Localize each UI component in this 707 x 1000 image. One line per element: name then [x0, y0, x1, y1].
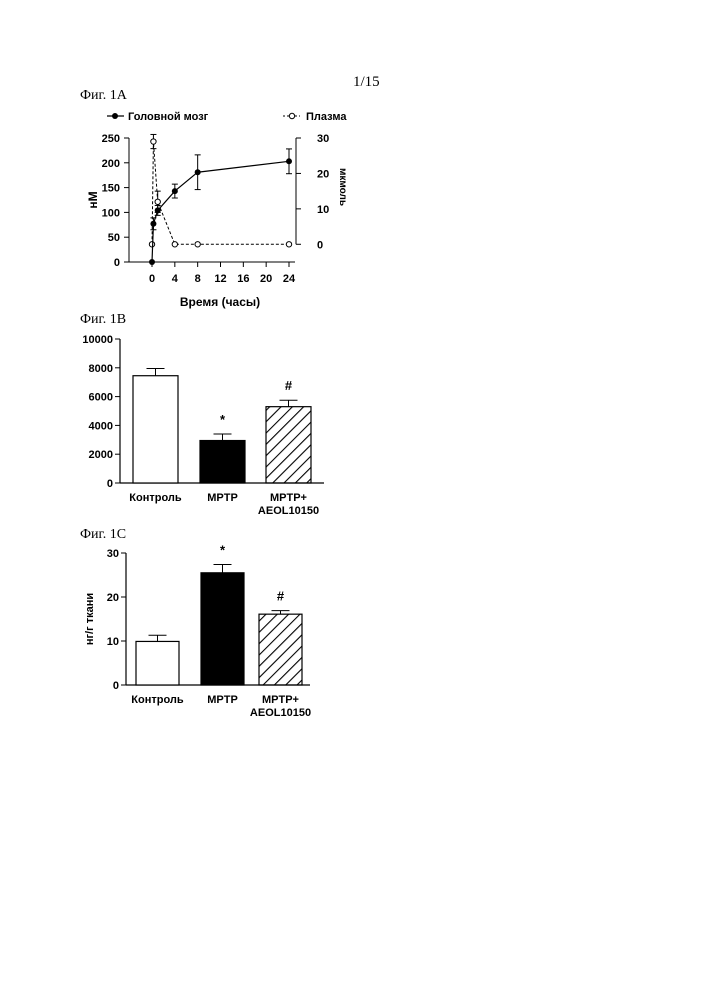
- right-y-tick-label: 30: [317, 133, 329, 145]
- x-tick-label: 20: [260, 273, 272, 285]
- figure-1a-line-chart: 0 50 100 150 200 250 0 10 20 30 0 4 8 12 16 20 24 Время (…: [0, 100, 707, 315]
- fig1c-y-tick-label: 30: [107, 548, 119, 560]
- x-tick-label: 16: [237, 273, 249, 285]
- left-y-tick-label: 250: [102, 133, 120, 145]
- fig1b-category-label: MPTP+: [270, 492, 307, 504]
- plasma-point: [151, 139, 156, 144]
- plasma-point: [155, 199, 160, 204]
- fig1c-y-tick-label: 10: [107, 636, 119, 648]
- fig1c-y-tick-label: 20: [107, 592, 119, 604]
- fig1b-bar: [200, 441, 245, 483]
- page-number: 1/15: [353, 74, 380, 91]
- brain-point: [172, 188, 178, 194]
- left-y-tick-label: 0: [114, 257, 120, 269]
- x-tick-label: 8: [195, 273, 201, 285]
- fig1c-significance-mark: *: [220, 542, 226, 557]
- legend-brain-marker: [112, 113, 118, 119]
- fig1b-category-label: AEOL10150: [258, 505, 319, 517]
- fig1c-bar: [201, 573, 244, 685]
- fig1b-y-tick-label: 0: [107, 478, 113, 490]
- right-y-tick-label: 10: [317, 204, 329, 216]
- fig1b-y-tick-label: 10000: [82, 334, 113, 346]
- brain-point: [195, 169, 201, 175]
- fig1c-bar: [136, 641, 179, 685]
- fig1b-significance-mark: #: [285, 378, 293, 393]
- plasma-point: [195, 242, 200, 247]
- fig1c-category-label: MPTP: [207, 694, 238, 706]
- left-y-tick-label: 200: [102, 158, 120, 170]
- fig1c-bar: [259, 614, 302, 685]
- fig1b-y-tick-label: 8000: [89, 363, 113, 375]
- brain-point: [149, 259, 155, 265]
- left-y-tick-label: 150: [102, 183, 120, 195]
- brain-point: [150, 221, 156, 227]
- fig1c-category-label: Контроль: [131, 694, 184, 706]
- left-y-axis-label: нМ: [86, 191, 100, 208]
- legend-plasma-label: Плазма: [306, 111, 347, 123]
- x-tick-label: 24: [283, 273, 296, 285]
- right-y-tick-label: 20: [317, 168, 329, 180]
- brain-series-line: [152, 161, 289, 262]
- brain-point: [286, 158, 292, 164]
- right-y-axis-label: мкмоль: [337, 168, 348, 206]
- plasma-point: [286, 242, 291, 247]
- fig1b-y-tick-label: 4000: [89, 420, 113, 432]
- figure-1c-bar-chart: 0 10 20 30 нг/г ткани Контроль * MPTP # MPTP+AEOL…: [0, 540, 707, 720]
- fig1c-y-axis-label: нг/г ткани: [84, 593, 96, 645]
- figure-1b-bar-chart: 0 2000 4000 6000 8000 10000 Контроль * MPTP # MPTP…: [0, 325, 707, 525]
- fig1b-bar: [133, 376, 178, 483]
- fig1b-category-label: Контроль: [129, 492, 182, 504]
- x-tick-label: 12: [214, 273, 226, 285]
- fig1b-bar: [266, 407, 311, 483]
- left-y-tick-label: 100: [102, 207, 120, 219]
- plasma-point: [172, 242, 177, 247]
- fig1b-category-label: MPTP: [207, 492, 238, 504]
- fig1c-category-label: MPTP+: [262, 694, 299, 706]
- fig1c-significance-mark: #: [277, 589, 285, 604]
- fig1b-y-tick-label: 6000: [89, 392, 113, 404]
- fig1b-y-tick-label: 2000: [89, 449, 113, 461]
- fig1c-category-label: AEOL10150: [250, 707, 311, 719]
- legend-plasma-marker: [289, 113, 294, 118]
- legend-brain-label: Головной мозг: [128, 111, 209, 123]
- fig1b-significance-mark: *: [220, 412, 226, 427]
- right-y-tick-label: 0: [317, 239, 323, 251]
- left-y-tick-label: 50: [108, 232, 120, 244]
- fig1c-y-tick-label: 0: [113, 680, 119, 692]
- x-tick-label: 4: [172, 273, 179, 285]
- brain-point: [155, 207, 161, 213]
- x-tick-label: 0: [149, 273, 155, 285]
- x-axis-label: Время (часы): [180, 295, 260, 309]
